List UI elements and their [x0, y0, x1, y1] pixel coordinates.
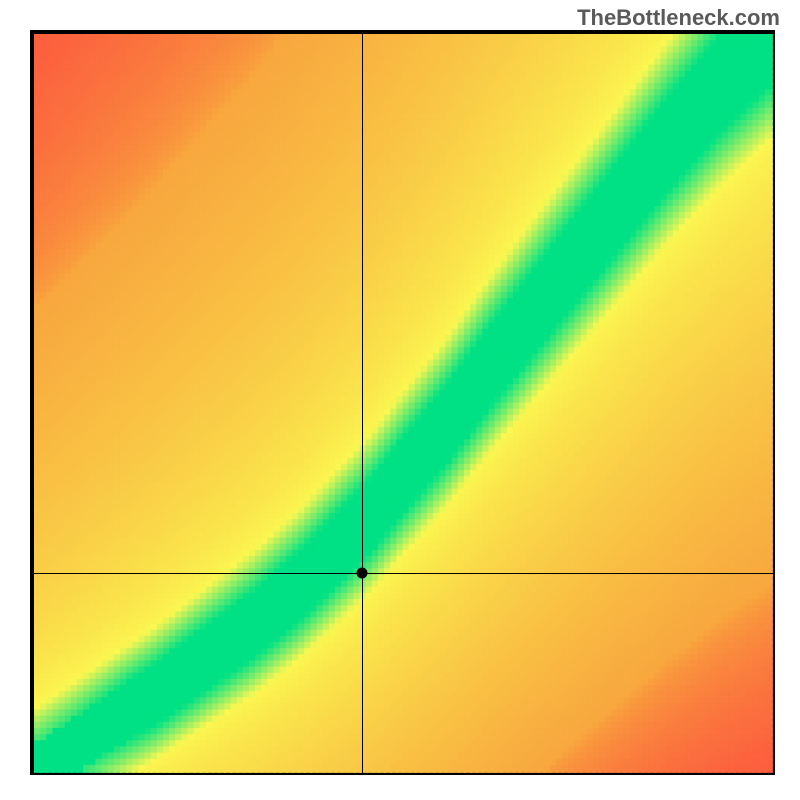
watermark-text: TheBottleneck.com — [577, 5, 780, 31]
heatmap-chart — [30, 30, 775, 775]
crosshair-marker — [356, 568, 367, 579]
crosshair-horizontal — [30, 573, 775, 574]
crosshair-vertical — [362, 30, 363, 775]
heatmap-canvas — [30, 30, 775, 775]
